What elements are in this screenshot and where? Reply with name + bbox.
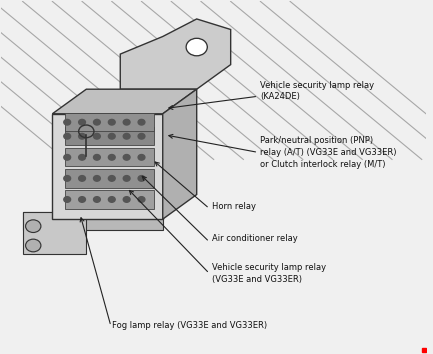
Circle shape xyxy=(64,119,71,125)
Circle shape xyxy=(138,155,145,160)
Circle shape xyxy=(94,133,100,139)
Polygon shape xyxy=(120,19,231,89)
Circle shape xyxy=(108,133,115,139)
Circle shape xyxy=(64,197,71,202)
Circle shape xyxy=(108,119,115,125)
Circle shape xyxy=(79,119,85,125)
Circle shape xyxy=(123,197,130,202)
Circle shape xyxy=(138,197,145,202)
Circle shape xyxy=(186,38,207,56)
Circle shape xyxy=(94,155,100,160)
Circle shape xyxy=(26,239,41,252)
Circle shape xyxy=(79,176,85,181)
Text: Vehicle security lamp relay
(KA24DE): Vehicle security lamp relay (KA24DE) xyxy=(260,81,375,101)
Text: Fog lamp relay (VG33E and VG33ER): Fog lamp relay (VG33E and VG33ER) xyxy=(112,321,267,330)
Circle shape xyxy=(79,197,85,202)
Circle shape xyxy=(79,155,85,160)
Circle shape xyxy=(26,220,41,233)
Circle shape xyxy=(138,176,145,181)
Circle shape xyxy=(64,155,71,160)
Polygon shape xyxy=(65,190,154,209)
Circle shape xyxy=(94,119,100,125)
Circle shape xyxy=(64,133,71,139)
Polygon shape xyxy=(23,212,86,254)
Circle shape xyxy=(64,176,71,181)
Circle shape xyxy=(108,197,115,202)
Circle shape xyxy=(123,155,130,160)
Circle shape xyxy=(138,133,145,139)
Circle shape xyxy=(79,133,85,139)
Text: Horn relay: Horn relay xyxy=(212,202,255,211)
Polygon shape xyxy=(163,89,197,219)
Polygon shape xyxy=(65,113,154,131)
Polygon shape xyxy=(23,212,163,230)
Polygon shape xyxy=(52,114,163,219)
Circle shape xyxy=(94,176,100,181)
Polygon shape xyxy=(65,148,154,166)
Text: Park/neutral position (PNP)
relay (A/T) (VG33E and VG33ER)
or Clutch interlock r: Park/neutral position (PNP) relay (A/T) … xyxy=(260,136,397,169)
Polygon shape xyxy=(65,169,154,188)
Circle shape xyxy=(94,197,100,202)
Circle shape xyxy=(123,119,130,125)
Circle shape xyxy=(138,119,145,125)
Polygon shape xyxy=(52,89,197,114)
Circle shape xyxy=(123,133,130,139)
Text: Vehicle security lamp relay
(VG33E and VG33ER): Vehicle security lamp relay (VG33E and V… xyxy=(212,263,326,284)
Text: Air conditioner relay: Air conditioner relay xyxy=(212,234,297,243)
Circle shape xyxy=(108,176,115,181)
Polygon shape xyxy=(65,127,154,145)
Circle shape xyxy=(108,155,115,160)
Circle shape xyxy=(123,176,130,181)
